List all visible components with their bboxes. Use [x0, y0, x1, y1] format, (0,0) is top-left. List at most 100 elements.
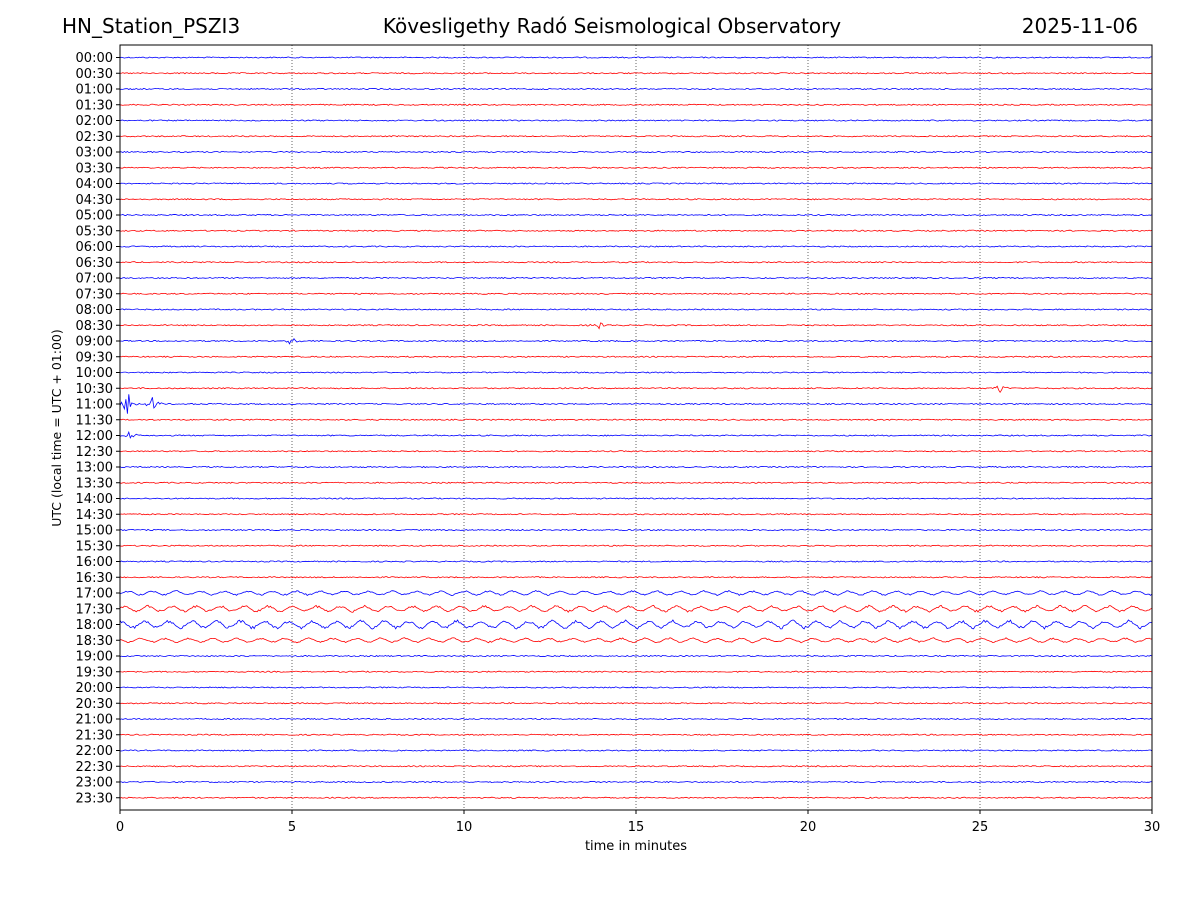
- trace-2230: [119, 765, 1153, 768]
- y-tick-label-1330: 13:30: [76, 476, 113, 491]
- trace-0630: [119, 261, 1153, 264]
- y-tick-label-1930: 19:30: [76, 665, 113, 680]
- y-axis-label: UTC (local time = UTC + 01:00): [49, 329, 64, 527]
- y-tick-label-1630: 16:30: [76, 571, 113, 586]
- trace-0400: [119, 182, 1153, 185]
- trace-1830: [119, 637, 1153, 644]
- y-tick-label-0900: 09:00: [76, 335, 113, 350]
- chart-title: Kövesligethy Radó Seismological Observat…: [382, 14, 842, 38]
- y-tick-label-1700: 17:00: [76, 587, 113, 602]
- trace-2200: [119, 749, 1153, 752]
- y-tick-label-0930: 09:30: [76, 350, 113, 365]
- y-tick-label-1830: 18:30: [76, 634, 113, 649]
- trace-1800: [119, 619, 1153, 630]
- trace-0000: [119, 56, 1153, 59]
- trace-1600: [119, 560, 1153, 563]
- trace-1930: [119, 670, 1153, 673]
- chart-date: 2025-11-06: [1021, 14, 1138, 38]
- trace-2130: [119, 733, 1153, 736]
- x-tick-label-20: 20: [800, 820, 817, 835]
- trace-1000: [119, 371, 1153, 374]
- y-tick-label-0800: 08:00: [76, 303, 113, 318]
- y-tick-label-2300: 23:00: [76, 776, 113, 791]
- y-tick-label-0100: 01:00: [76, 83, 113, 98]
- trace-1430: [119, 513, 1153, 516]
- trace-0600: [119, 245, 1153, 248]
- trace-1900: [119, 654, 1153, 658]
- y-tick-label-0530: 05:30: [76, 224, 113, 239]
- seismic-traces: [119, 56, 1153, 799]
- y-tick-label-0700: 07:00: [76, 272, 113, 287]
- trace-0230: [119, 135, 1153, 138]
- trace-1400: [119, 497, 1153, 500]
- station-name: HN_Station_PSZI3: [62, 14, 241, 38]
- y-tick-label-2330: 23:30: [76, 791, 113, 806]
- y-tick-label-0600: 06:00: [76, 240, 113, 255]
- trace-0130: [119, 103, 1153, 106]
- trace-0500: [119, 213, 1153, 217]
- y-tick-label-1500: 15:00: [76, 524, 113, 539]
- y-tick-label-1000: 10:00: [76, 366, 113, 381]
- y-tick-label-2130: 21:30: [76, 728, 113, 743]
- y-tick-label-0630: 06:30: [76, 256, 113, 271]
- trace-0830: [119, 322, 1153, 330]
- x-axis-label: time in minutes: [585, 839, 687, 854]
- x-tick-label-5: 5: [288, 820, 296, 835]
- y-tick-label-1100: 11:00: [76, 398, 113, 413]
- trace-1330: [119, 481, 1153, 484]
- trace-0730: [120, 292, 1153, 295]
- x-tick-label-25: 25: [972, 820, 989, 835]
- trace-0430: [119, 198, 1153, 201]
- trace-0030: [119, 72, 1153, 75]
- trace-0930: [119, 355, 1153, 358]
- y-tick-label-0830: 08:30: [76, 319, 113, 334]
- trace-0100: [119, 87, 1153, 91]
- y-tick-label-1430: 14:30: [76, 508, 113, 523]
- y-tick-label-1400: 14:00: [76, 492, 113, 507]
- trace-1230: [119, 450, 1153, 453]
- y-tick-label-1200: 12:00: [76, 429, 113, 444]
- y-tick-label-1030: 10:30: [76, 382, 113, 397]
- y-tick-label-1800: 18:00: [76, 618, 113, 633]
- y-tick-label-0130: 01:30: [76, 98, 113, 113]
- y-tick-label-0230: 02:30: [76, 130, 113, 145]
- y-tick-label-1900: 19:00: [76, 650, 113, 665]
- trace-1500: [119, 528, 1152, 532]
- trace-1100: [119, 394, 1153, 414]
- trace-1030: [119, 385, 1153, 394]
- trace-0330: [119, 166, 1153, 169]
- trace-0300: [119, 150, 1153, 154]
- y-tick-label-0200: 02:00: [76, 114, 113, 129]
- trace-0800: [119, 308, 1153, 311]
- trace-1630: [119, 576, 1153, 579]
- trace-1730: [119, 604, 1153, 613]
- y-tick-label-0430: 04:30: [76, 193, 113, 208]
- y-tick-label-1730: 17:30: [76, 602, 113, 617]
- trace-2300: [119, 780, 1153, 784]
- y-tick-label-2200: 22:00: [76, 744, 113, 759]
- y-tick-label-0330: 03:30: [76, 161, 113, 176]
- trace-2030: [119, 702, 1153, 705]
- trace-1530: [119, 544, 1153, 547]
- y-tick-label-1530: 15:30: [76, 539, 113, 554]
- y-tick-label-0300: 03:00: [76, 146, 113, 161]
- y-tick-label-2000: 20:00: [76, 681, 113, 696]
- y-tick-label-0730: 07:30: [76, 287, 113, 302]
- trace-1130: [119, 418, 1153, 421]
- y-tick-label-2230: 22:30: [76, 760, 113, 775]
- y-tick-label-0030: 00:30: [76, 67, 113, 82]
- y-tick-label-2100: 21:00: [76, 713, 113, 728]
- trace-2000: [119, 686, 1153, 689]
- vertical-grid: [291, 45, 981, 810]
- y-tick-label-2030: 20:30: [76, 697, 113, 712]
- trace-2330: [119, 796, 1153, 799]
- y-axis-ticks: 00:0000:3001:0001:3002:0002:3003:0003:30…: [76, 51, 120, 806]
- x-axis-ticks: 0 5 10 15 20 25 30: [116, 810, 1160, 835]
- x-tick-label-30: 30: [1144, 820, 1161, 835]
- trace-1200: [119, 430, 1153, 439]
- x-tick-label-10: 10: [456, 820, 473, 835]
- y-tick-label-1300: 13:00: [76, 461, 113, 476]
- y-tick-label-0500: 05:00: [76, 209, 113, 224]
- y-tick-label-1600: 16:00: [76, 555, 113, 570]
